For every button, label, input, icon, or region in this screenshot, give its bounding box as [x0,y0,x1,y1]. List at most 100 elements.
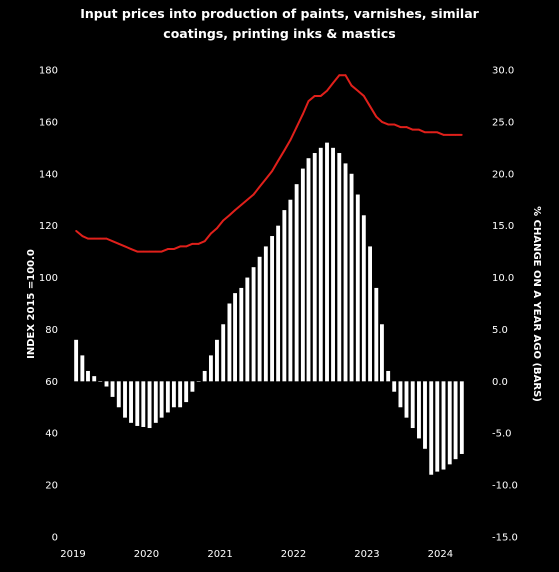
line-point-2021-03 [234,209,236,212]
line-point-2020-06 [179,245,182,248]
bar-2024-03 [453,381,458,460]
chart-title: Input prices into production of paints, … [0,4,559,44]
line-point-2023-05 [393,123,396,126]
bar-2024-01 [441,381,446,470]
bar-2019-04 [92,376,97,382]
line-point-2021-06 [252,193,255,196]
line-point-2019-03 [87,237,89,240]
line-point-2021-11 [283,149,286,152]
line-point-2020-05 [173,248,175,250]
line-point-2024-03 [454,133,457,136]
line-point-2019-02 [81,235,84,237]
line-point-2019-06 [105,237,108,240]
left-tick-label-2: 40 [45,429,58,440]
x-tick-label-2022: 2022 [281,549,306,560]
bar-2022-01 [294,184,299,382]
bar-2023-08 [410,381,415,429]
line-point-2020-09 [197,242,200,245]
line-point-2019-08 [117,242,120,245]
bar-2019-06 [104,381,109,387]
line-point-2019-01 [75,229,78,232]
bar-2021-05 [245,277,250,382]
bar-2019-08 [116,381,121,408]
bar-2022-03 [306,158,311,382]
line-point-2023-04 [387,123,390,126]
bar-2022-11 [355,194,360,382]
bar-2020-03 [159,381,164,418]
bar-2022-10 [349,173,354,382]
bar-2020-04 [165,381,170,413]
bar-2023-11 [429,381,434,475]
line-point-2020-04 [166,248,169,250]
bar-2023-07 [404,381,409,418]
line-point-2021-07 [258,185,261,188]
bar-2023-03 [380,324,384,382]
bar-2021-11 [282,210,287,382]
bar-2022-06 [325,142,329,382]
bar-2023-02 [374,287,379,382]
line-point-2019-10 [130,248,132,250]
line-point-2024-01 [442,133,445,136]
line-point-2022-01 [295,126,298,128]
line-point-2023-07 [405,126,408,128]
bar-2024-02 [447,381,452,465]
line-point-2021-05 [246,198,249,201]
line-point-2022-12 [362,95,365,97]
line-point-2023-10 [424,131,426,134]
bar-2022-12 [361,215,366,382]
bar-2021-10 [276,225,281,382]
line-point-2019-09 [124,245,126,248]
right-tick-label-2: -5.0 [492,429,512,440]
line-layer [75,74,463,253]
bar-2019-03 [86,370,90,382]
line-point-2022-05 [319,95,322,97]
right-tick-label-0: -15.0 [492,533,518,544]
bar-2020-07 [184,381,189,403]
bar-2020-01 [147,381,152,429]
bar-2021-01 [221,324,226,382]
chart-title-line-2: coatings, printing inks & mastics [163,26,396,41]
bar-2021-08 [263,246,268,382]
right-tick-label-6: 15.0 [492,221,514,232]
bar-2019-07 [110,381,115,397]
line-point-2020-01 [148,250,151,253]
line-point-2019-04 [93,237,96,240]
bar-2024-04 [459,381,464,454]
bar-2023-01 [368,246,372,382]
bar-2022-08 [337,153,342,382]
bar-2021-02 [227,303,232,382]
bar-2021-12 [288,199,293,382]
line-point-2022-10 [350,84,353,87]
right-tick-label-5: 10.0 [492,273,514,284]
left-tick-label-7: 140 [39,169,58,180]
line-point-2019-12 [142,250,145,253]
line-point-2020-03 [160,250,163,253]
line-point-2024-02 [448,133,451,136]
line-point-2023-08 [411,128,414,131]
x-axis-ticks: 2019 2020 2021 2022 2023 2024 [60,549,453,560]
bar-2021-06 [251,267,256,382]
bar-2020-09 [196,381,201,382]
bar-2020-06 [178,381,183,408]
line-point-2023-03 [381,120,383,123]
bar-2021-03 [233,293,237,382]
left-tick-label-5: 100 [39,273,58,284]
line-point-2019-07 [111,240,114,243]
left-axis-ticks: 0 20 40 60 80 100 120 140 160 180 [39,66,58,544]
line-point-2020-02 [154,250,157,253]
bar-2021-04 [239,287,244,382]
left-tick-label-8: 160 [39,117,58,128]
bar-2022-09 [343,163,348,382]
line-point-2023-11 [430,131,433,134]
index-line [75,74,462,253]
bars-group [74,142,464,475]
right-tick-label-1: -10.0 [492,481,518,492]
bar-2023-12 [435,381,440,472]
bar-2023-04 [386,370,391,382]
left-axis-title: INDEX 2015 =100.0 [26,249,37,359]
line-point-2022-06 [326,89,328,92]
bar-2019-11 [135,381,140,426]
bar-2021-09 [270,236,275,382]
left-tick-label-9: 180 [39,66,58,77]
